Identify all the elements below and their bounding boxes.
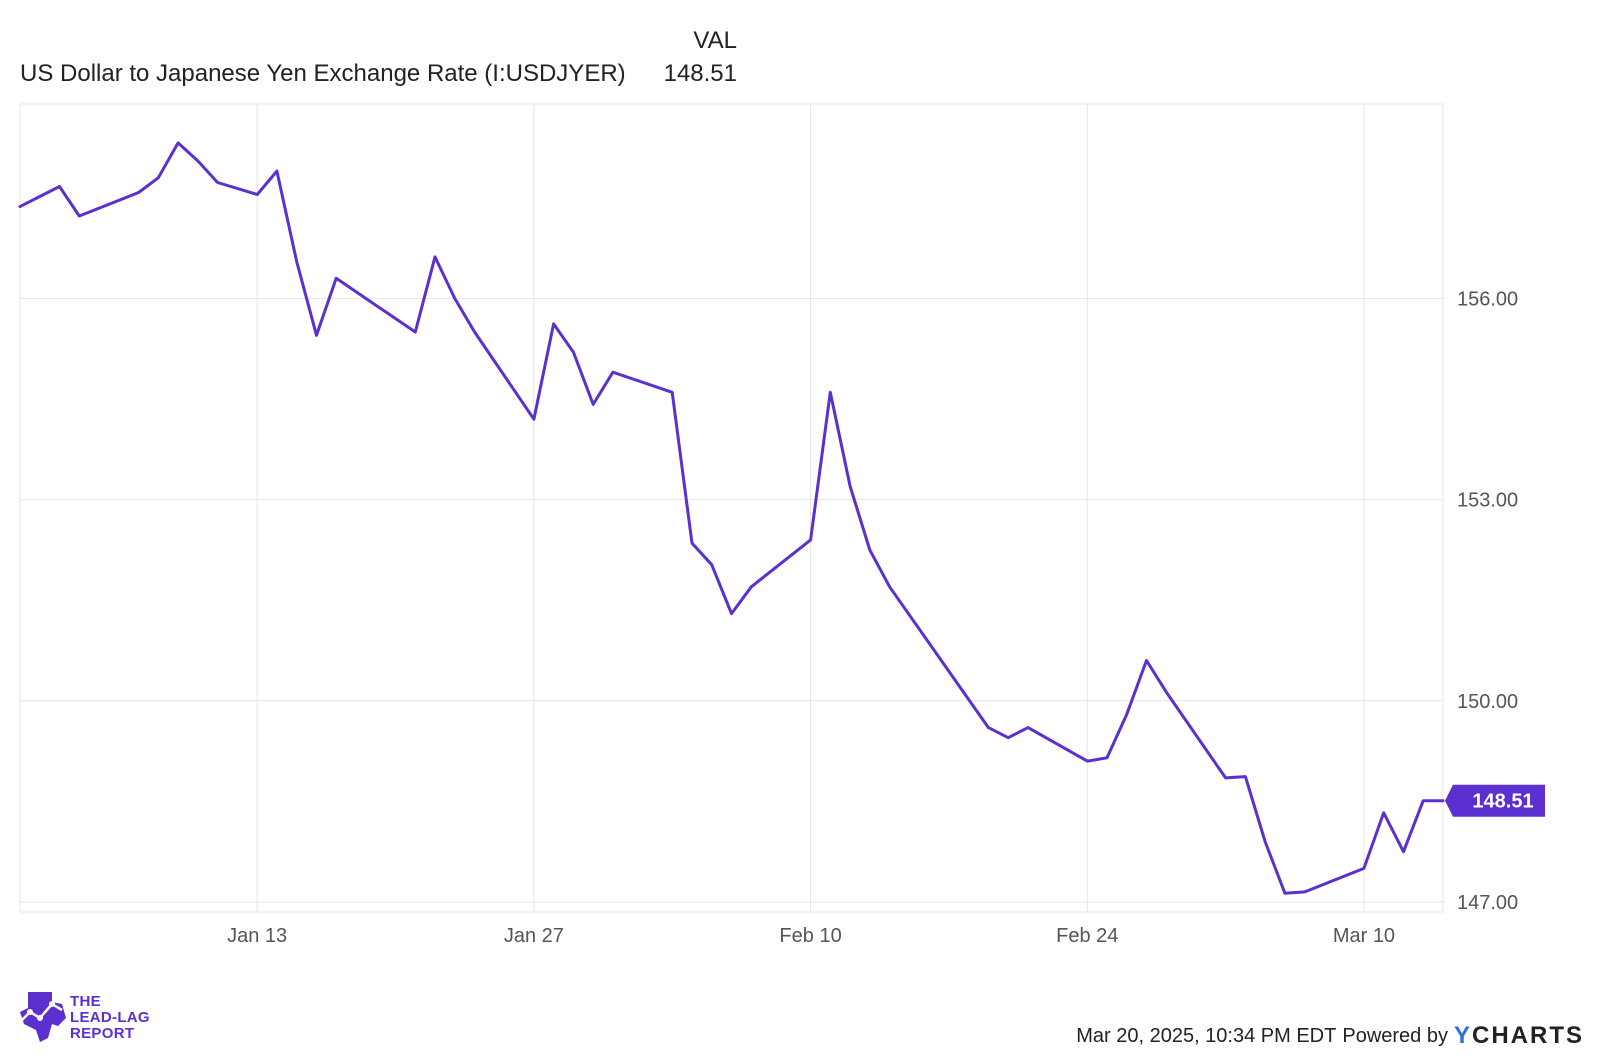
legend-val-header: VAL xyxy=(693,27,737,54)
plot-border xyxy=(19,103,1444,913)
y-tick-label: 150.00 xyxy=(1457,691,1518,713)
x-tick-label: Jan 13 xyxy=(227,925,287,947)
x-tick-label: Mar 10 xyxy=(1333,925,1395,947)
last-value-badge-label: 148.51 xyxy=(1472,791,1533,813)
y-tick-label: 156.00 xyxy=(1457,288,1518,310)
y-tick-label: 147.00 xyxy=(1457,892,1518,914)
x-axis: Jan 13 Jan 27 Feb 10 Feb 24 Mar 10 xyxy=(227,925,1395,947)
footer-timestamp: Mar 20, 2025, 10:34 PM EDT xyxy=(1076,1024,1337,1047)
legend-current-value: 148.51 xyxy=(663,60,737,87)
legend-series-name[interactable]: US Dollar to Japanese Yen Exchange Rate … xyxy=(20,60,626,87)
line-series xyxy=(18,141,1445,895)
y-tick-label: 153.00 xyxy=(1457,490,1518,512)
ycharts-y-letter: Y xyxy=(1453,1022,1472,1049)
lead-lag-logo-icon xyxy=(19,992,66,1042)
logo-line-3: REPORT xyxy=(70,1025,135,1042)
ycharts-rest: CHARTS xyxy=(1472,1022,1584,1049)
logo-line-1: THE xyxy=(70,993,101,1010)
ycharts-logo[interactable]: YCHARTS xyxy=(1454,1022,1584,1050)
series-line xyxy=(18,141,1445,895)
footer-powered-by: Powered by xyxy=(1342,1024,1448,1047)
x-tick-label: Feb 10 xyxy=(779,925,841,947)
last-value-badge xyxy=(1445,784,1545,817)
x-tick-label: Feb 24 xyxy=(1056,925,1118,947)
x-tick-label: Jan 27 xyxy=(504,925,564,947)
last-value-badge-group: 148.51 xyxy=(1445,784,1545,817)
logo-line-2: LEAD-LAG xyxy=(70,1009,150,1026)
footer: Mar 20, 2025, 10:34 PM EDT Powered by YC… xyxy=(1076,1022,1584,1050)
y-axis: 147.00 150.00 153.00 156.00 xyxy=(1457,288,1518,913)
logo-text: THE LEAD-LAG REPORT xyxy=(70,994,150,1042)
grid xyxy=(20,104,1443,912)
